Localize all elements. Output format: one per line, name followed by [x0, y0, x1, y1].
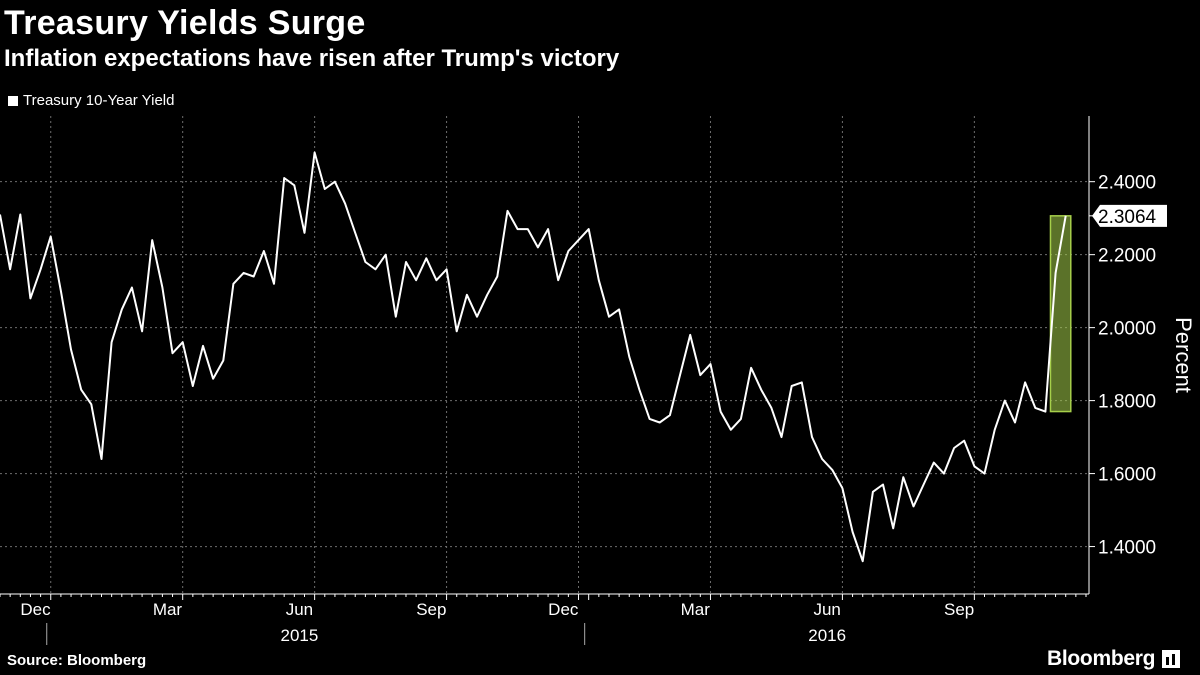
y-tick-label: 2.0000	[1098, 319, 1156, 340]
year-label: 2016	[808, 626, 846, 645]
y-tick-label: 1.6000	[1098, 465, 1156, 486]
legend-label: Treasury 10-Year Yield	[23, 92, 175, 109]
x-tick-label: Dec	[20, 600, 51, 619]
chart-title: Treasury Yields Surge	[4, 4, 366, 42]
y-tick-label: 2.2000	[1098, 246, 1156, 267]
x-tick-label: Jun	[286, 600, 313, 619]
chart-icon	[1162, 650, 1181, 668]
chart-subtitle: Inflation expectations have risen after …	[4, 45, 620, 72]
legend-swatch	[8, 95, 18, 106]
last-value-label: 2.3064	[1098, 207, 1157, 228]
y-tick-label: 1.8000	[1098, 392, 1156, 413]
y-axis-title: Percent	[1171, 317, 1196, 393]
x-tick-label: Mar	[153, 600, 183, 619]
last-value-badge	[1092, 204, 1167, 227]
legend: Treasury 10-Year Yield	[8, 92, 174, 109]
x-tick-label: Mar	[681, 600, 711, 619]
x-tick-label: Sep	[944, 600, 974, 619]
series-line	[0, 151, 1067, 563]
x-tick-label: Sep	[416, 600, 446, 619]
x-tick-label: Dec	[548, 600, 579, 619]
y-tick-label: 2.4000	[1098, 173, 1156, 194]
brand-name: Bloomberg	[1047, 647, 1156, 670]
source-note: Source: Bloomberg	[7, 652, 147, 669]
y-tick-label: 1.4000	[1098, 538, 1156, 559]
highlight-box	[1049, 215, 1072, 413]
year-label: 2015	[280, 626, 318, 645]
x-tick-label: Jun	[813, 600, 840, 619]
brand-logo: Bloomberg	[1047, 647, 1181, 671]
